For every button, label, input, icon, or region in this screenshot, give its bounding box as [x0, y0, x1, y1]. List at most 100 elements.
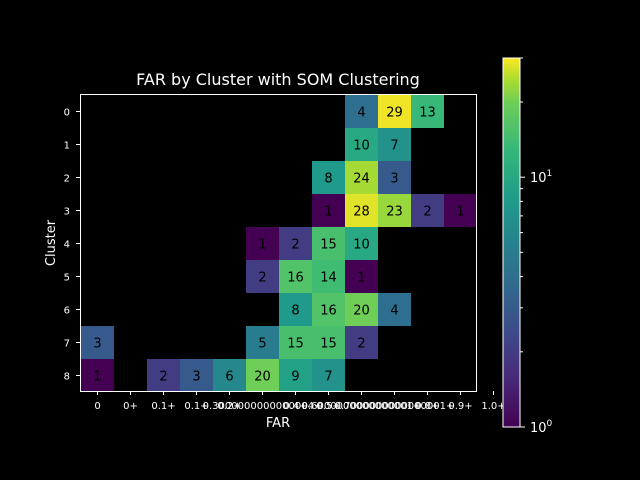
- cell-value-label: 6: [225, 370, 233, 385]
- cell-value-label: 8: [291, 304, 299, 319]
- cell-value-label: 16: [287, 271, 304, 286]
- heatmap-cell: [345, 128, 378, 161]
- cell-value-label: 29: [386, 106, 403, 121]
- cell-value-label: 2: [423, 205, 431, 220]
- y-axis-label: Cluster: [44, 219, 59, 266]
- heatmap-cell: [246, 227, 279, 260]
- heatmap-cell: [345, 161, 378, 194]
- heatmap-cell: [378, 128, 411, 161]
- cell-value-label: 1: [357, 271, 365, 286]
- colorbar-tick-exponent: 1: [547, 169, 553, 179]
- x-tick-label: 0.2+: [217, 401, 241, 412]
- heatmap-cell: [147, 359, 180, 392]
- cell-value-label: 3: [192, 370, 200, 385]
- heatmap-cell: [345, 326, 378, 359]
- cell-value-label: 1: [258, 238, 266, 253]
- cell-value-label: 13: [419, 106, 436, 121]
- heatmap-cell: [312, 194, 345, 227]
- y-tick-label: 3: [64, 207, 70, 218]
- heatmap-cell: [312, 227, 345, 260]
- cell-value-label: 2: [258, 271, 266, 286]
- heatmap-cell: [411, 194, 444, 227]
- x-tick-label: 0.6000000000000001+: [302, 401, 422, 412]
- x-tick-label: 0.1+: [184, 401, 208, 412]
- heatmap-cell: [345, 95, 378, 128]
- y-tick-label: 6: [64, 306, 70, 317]
- cell-value-label: 2: [159, 370, 167, 385]
- heatmap-cell: [345, 260, 378, 293]
- heatmap-cell: [312, 293, 345, 326]
- heatmap-cell: [378, 194, 411, 227]
- x-tick-label: 0.5+: [316, 401, 340, 412]
- cell-value-label: 16: [320, 304, 337, 319]
- heatmap-cell: [279, 260, 312, 293]
- y-tick-label: 0: [64, 108, 70, 119]
- heatmap-cell: [81, 326, 114, 359]
- heatmap-cell: [180, 359, 213, 392]
- cell-value-label: 28: [353, 205, 370, 220]
- cell-value-label: 20: [353, 304, 370, 319]
- cell-value-label: 7: [324, 370, 332, 385]
- heatmap-cell: [279, 227, 312, 260]
- cell-value-label: 15: [320, 238, 337, 253]
- heatmap-cell: [312, 260, 345, 293]
- colorbar: [502, 57, 521, 428]
- heatmap-cell: [279, 326, 312, 359]
- heatmap-cell: [312, 326, 345, 359]
- y-tick-label: 7: [64, 339, 70, 350]
- heatmap-cell: [81, 359, 114, 392]
- x-tick-label: 0.9+: [448, 401, 472, 412]
- cell-value-label: 9: [291, 370, 299, 385]
- cell-value-label: 8: [324, 172, 332, 187]
- cell-value-label: 2: [291, 238, 299, 253]
- y-tick-label: 1: [64, 141, 70, 152]
- heatmap-cell: [444, 194, 477, 227]
- heatmap-cell: [345, 293, 378, 326]
- heatmap-cell: [246, 260, 279, 293]
- x-tick-label: 0.4+: [283, 401, 307, 412]
- cell-value-label: 23: [386, 205, 403, 220]
- chart-title: FAR by Cluster with SOM Clustering: [136, 70, 420, 89]
- heatmap-cell: [213, 359, 246, 392]
- colorbar-tick-exponent: 0: [547, 419, 553, 429]
- y-tick-label: 8: [64, 372, 70, 383]
- heatmap-cell: [411, 95, 444, 128]
- y-axis: 0 1 2 3 4 5 6 7 8: [64, 108, 80, 383]
- cell-value-label: 1: [324, 205, 332, 220]
- cell-value-label: 3: [93, 337, 101, 352]
- heatmap-cell: [378, 293, 411, 326]
- heatmap-cell: [345, 227, 378, 260]
- heatmap-cell: [312, 359, 345, 392]
- cell-value-label: 4: [390, 304, 398, 319]
- heatmap-cell: [279, 293, 312, 326]
- x-tick-label: 0.3000000000000004+: [203, 401, 323, 412]
- cell-value-label: 1: [93, 370, 101, 385]
- heatmap-cell: [246, 326, 279, 359]
- cell-value-label: 15: [320, 337, 337, 352]
- cell-value-label: 10: [353, 238, 370, 253]
- x-tick-label: 0.8+: [415, 401, 439, 412]
- cell-value-label: 14: [320, 271, 337, 286]
- heatmap-cell: [345, 194, 378, 227]
- cell-value-label: 2: [357, 337, 365, 352]
- plot-frame: [80, 94, 477, 392]
- y-tick-label: 5: [64, 273, 70, 284]
- heatmap-cell: [279, 359, 312, 392]
- x-axis-label: FAR: [266, 416, 290, 431]
- cell-value-label: 20: [254, 370, 271, 385]
- y-tick-label: 4: [64, 240, 70, 251]
- x-tick-label: 0+: [123, 401, 138, 412]
- cell-value-label: 3: [390, 172, 398, 187]
- cell-value-label: 24: [353, 172, 370, 187]
- heatmap-cell: [378, 161, 411, 194]
- cell-value-label: 1: [456, 205, 464, 220]
- heatmap-cell: [246, 359, 279, 392]
- cell-value-label: 7: [390, 139, 398, 154]
- cell-value-label: 10: [353, 139, 370, 154]
- cell-value-label: 15: [287, 337, 304, 352]
- x-tick-label: 0.1+: [151, 401, 175, 412]
- cell-value-label: 5: [258, 337, 266, 352]
- x-axis: 0 0+ 0.1+ 0.1+ 0.2+0.3000000000000004+0.4+ 0.…: [94, 391, 506, 412]
